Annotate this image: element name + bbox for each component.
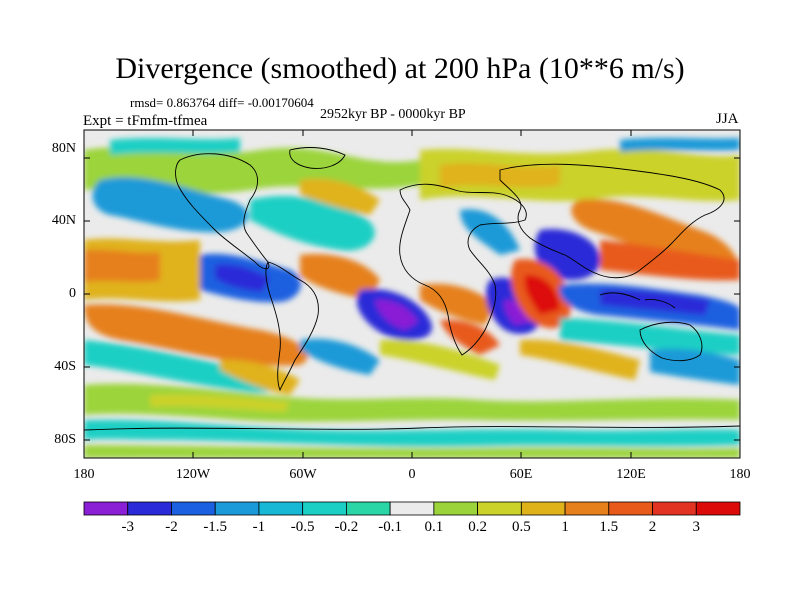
lon-label-180e: 180 (729, 467, 751, 482)
colorbar-label: 3 (692, 519, 701, 535)
map-frame (83, 129, 741, 459)
colorbar-box (477, 501, 522, 516)
colorbar-box (695, 501, 741, 516)
lon-label-120e: 120E (616, 467, 646, 482)
lon-label-0: 0 (408, 467, 416, 482)
colorbar-label: -0.1 (378, 519, 402, 535)
colorbar-label: -2 (165, 519, 178, 535)
lon-label-180w: 180 (73, 467, 95, 482)
lat-label-80s: 80S (54, 432, 76, 447)
lon-label-120w: 120W (175, 467, 211, 482)
colorbar-label: 0.1 (424, 519, 444, 535)
colorbar-box (608, 501, 653, 516)
colorbar-box (302, 501, 347, 516)
colorbar-box (127, 501, 172, 516)
colorbar-label: -0.5 (290, 519, 315, 535)
colorbar-label: -0.2 (334, 519, 359, 535)
colorbar-box (258, 501, 304, 516)
divergence-field (84, 130, 740, 458)
colorbar-box (564, 501, 610, 516)
colorbar-label: 1.5 (599, 519, 619, 535)
colorbar-label: 1 (561, 519, 569, 535)
colorbar-box (433, 501, 479, 516)
colorbar-label: -3 (121, 519, 134, 535)
experiment-label: Expt = tFmfm-tfmea (83, 113, 208, 129)
colorbar-label: 2 (648, 519, 657, 535)
rmsd-diff-stats: rmsd= 0.863764 diff= -0.00170604 (130, 95, 314, 110)
coastlines (84, 147, 740, 431)
season-label: JJA (716, 111, 739, 127)
colorbar-label: 0.5 (511, 519, 531, 535)
colorbar (83, 501, 741, 516)
colorbar-box (389, 501, 435, 516)
lat-label-80n: 80N (51, 141, 76, 156)
colorbar-box (83, 501, 129, 516)
colorbar-label: -1 (252, 519, 266, 535)
colorbar-box (214, 501, 260, 516)
colorbar-box (345, 501, 391, 516)
lat-label-40s: 40S (54, 359, 76, 374)
lon-label-60w: 60W (289, 467, 317, 482)
lat-label-0: 0 (69, 286, 76, 301)
lat-label-40n: 40N (51, 213, 76, 228)
colorbar-box (520, 501, 566, 516)
colorbar-label: -1.5 (203, 519, 228, 535)
time-period: 2952kyr BP - 0000kyr BP (320, 107, 466, 122)
lon-label-60e: 60E (509, 467, 533, 482)
colorbar-box (652, 501, 697, 516)
colorbar-label: 0.2 (468, 519, 487, 535)
map-title: Divergence (smoothed) at 200 hPa (10**6 … (115, 52, 685, 85)
colorbar-box (171, 501, 216, 516)
